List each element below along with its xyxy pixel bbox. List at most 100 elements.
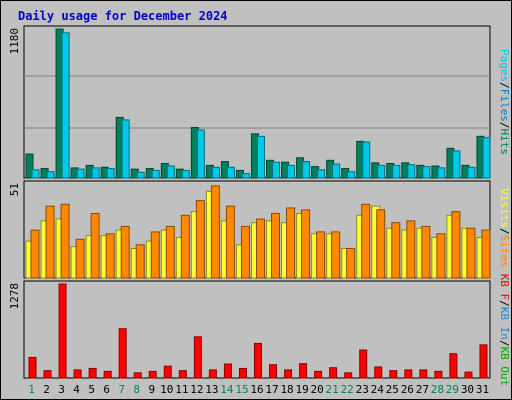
sites-bar	[210, 185, 220, 279]
pages-bar	[392, 164, 401, 179]
legend-entry: Files	[498, 89, 511, 122]
pages-bar	[256, 135, 265, 179]
sites-bar	[271, 212, 281, 279]
sites-bar	[105, 233, 115, 279]
legend-entry: /	[498, 228, 511, 235]
kbf-bar	[269, 364, 278, 379]
day-tick-label: 16	[250, 383, 263, 396]
pages-bar	[407, 164, 416, 179]
legend-label: Pages/Files/Hits	[498, 49, 511, 155]
kbf-bar	[314, 370, 323, 379]
sites-bar	[75, 238, 85, 279]
pages-bar	[332, 163, 341, 179]
day-tick-label: 19	[295, 383, 308, 396]
kbf-bar	[103, 370, 112, 379]
kbf-bar	[374, 366, 383, 379]
legend-entry: KB In	[498, 307, 511, 340]
day-tick-label: 14	[220, 383, 234, 396]
pages-bar	[136, 171, 145, 179]
day-tick-label: 7	[118, 383, 125, 396]
sites-bar	[225, 205, 235, 279]
day-tick-label: 18	[280, 383, 293, 396]
sites-bar	[195, 200, 205, 279]
kbf-bar	[419, 369, 428, 379]
chart-title: Daily usage for December 2024	[18, 9, 228, 23]
pages-bar	[437, 167, 446, 179]
kbf-bar	[178, 370, 187, 379]
kbf-bar	[434, 370, 443, 379]
legend-label: KB F/KB In/KB Out	[498, 274, 511, 387]
legend-label: Visits/Sites	[498, 188, 511, 268]
sites-bar	[391, 222, 401, 279]
sites-bar	[346, 248, 356, 279]
pages-bar	[302, 161, 311, 179]
sites-bar	[180, 214, 190, 279]
hits-bar	[25, 153, 34, 179]
legend-entry: /	[498, 82, 511, 89]
y-max-label: 1180	[8, 28, 21, 55]
pages-bar	[166, 165, 175, 179]
pages-bar	[46, 171, 55, 179]
kbf-bar	[389, 370, 398, 379]
pages-bar	[272, 161, 281, 179]
sites-bar	[361, 203, 371, 279]
kbf-bar	[253, 342, 262, 379]
sites-bar	[451, 211, 461, 279]
kbf-bar	[479, 344, 488, 379]
pages-bar	[121, 119, 130, 179]
day-tick-label: 5	[88, 383, 95, 396]
sites-bar	[436, 233, 446, 279]
pages-bar	[76, 168, 85, 179]
legend-entry: KB F	[498, 274, 511, 301]
pages-bar	[452, 150, 461, 179]
pages-bar	[61, 32, 70, 179]
kbf-bar	[58, 283, 67, 379]
pages-bar	[181, 169, 190, 179]
sites-bar	[165, 225, 175, 279]
kbf-bar	[88, 367, 97, 379]
kbf-bar	[28, 356, 37, 379]
pages-bar	[31, 169, 40, 179]
pages-bar	[377, 164, 386, 179]
day-tick-label: 9	[148, 383, 155, 396]
pages-bar	[347, 171, 356, 179]
pages-bar	[211, 166, 220, 179]
kbf-bar	[344, 372, 353, 379]
kbf-bar	[148, 370, 157, 379]
day-tick-label: 1	[28, 383, 35, 396]
kbf-bar	[404, 369, 413, 379]
kbf-bar	[223, 363, 232, 379]
sites-bar	[406, 220, 416, 279]
sites-bar	[45, 205, 55, 279]
sites-bar	[255, 218, 265, 279]
pages-bar	[151, 169, 160, 179]
day-tick-label: 27	[416, 383, 429, 396]
kbf-bar	[284, 369, 293, 379]
legend-entry: Pages	[498, 49, 511, 82]
pages-bar	[196, 129, 205, 179]
pages-bar	[362, 141, 371, 179]
day-tick-label: 30	[461, 383, 474, 396]
kbf-bar	[359, 349, 368, 379]
sites-bar	[30, 229, 40, 279]
kbf-bar	[118, 328, 127, 379]
day-tick-label: 15	[235, 383, 248, 396]
kbf-bar	[208, 369, 217, 379]
pages-bar	[317, 169, 326, 179]
pages-bar	[106, 168, 115, 179]
sites-bar	[316, 231, 326, 279]
sites-bar	[376, 209, 386, 279]
legend-entry: /	[498, 300, 511, 307]
pages-bar	[241, 173, 250, 179]
kbf-bar	[163, 365, 172, 379]
sites-bar	[331, 231, 341, 279]
day-tick-label: 22	[341, 383, 354, 396]
legend-entry: Hits	[498, 129, 511, 156]
day-tick-label: 8	[133, 383, 140, 396]
sites-bar	[135, 244, 145, 279]
day-tick-label: 31	[476, 383, 489, 396]
kbf-bar	[193, 336, 202, 379]
sites-bar	[301, 209, 311, 279]
day-tick-label: 11	[175, 383, 188, 396]
